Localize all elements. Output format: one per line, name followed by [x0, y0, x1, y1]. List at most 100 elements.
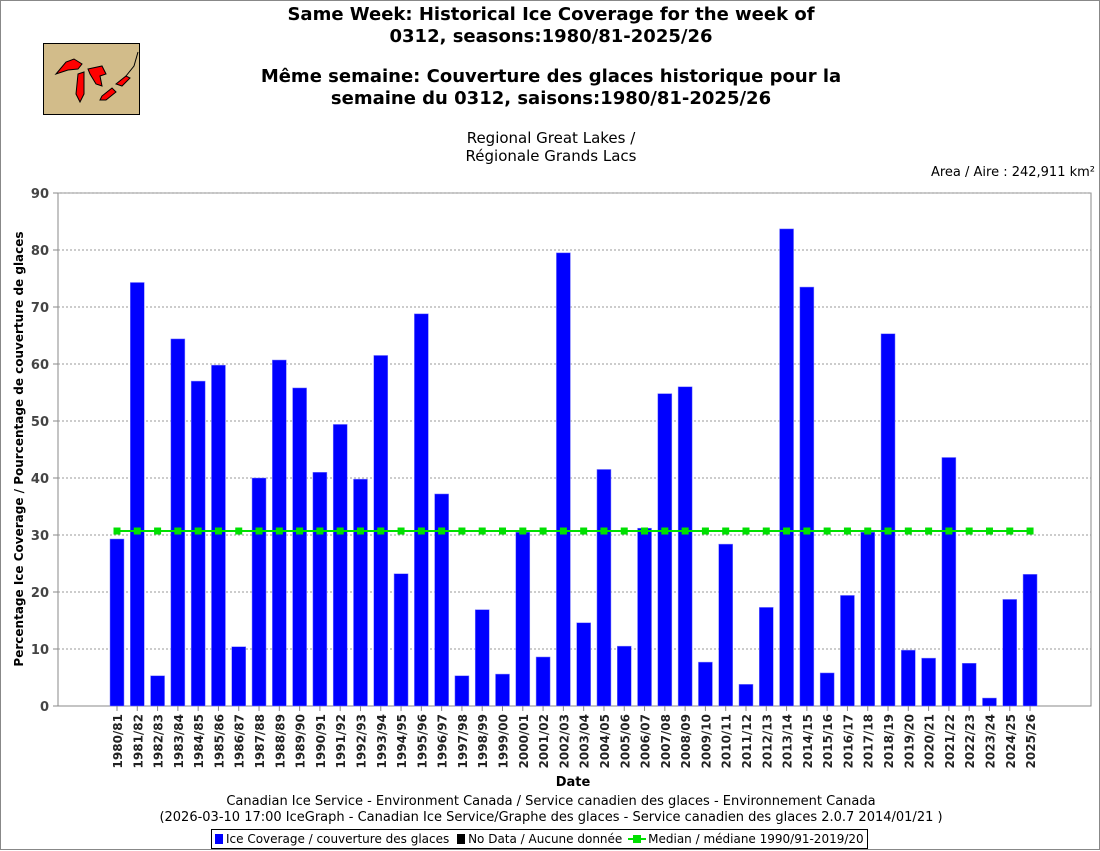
x-tick-label: 1982/83	[152, 714, 166, 768]
bar-2000/01	[515, 531, 531, 707]
median-marker	[600, 527, 608, 535]
y-tick-label: 90	[31, 187, 49, 202]
legend-median: Median / médiane 1990/91-2019/20	[648, 832, 864, 846]
median-marker	[499, 527, 507, 535]
bar-1989/90	[292, 387, 307, 707]
bar-1995/96	[414, 313, 429, 707]
bar-1999/00	[495, 673, 510, 707]
y-tick-label: 40	[31, 472, 49, 487]
bar-2009/10	[698, 661, 713, 707]
bar-1982/83	[150, 675, 165, 707]
median-marker	[864, 527, 872, 535]
bar-2020/21	[921, 657, 936, 707]
median-marker	[377, 527, 385, 535]
bar-2011/12	[738, 684, 754, 707]
median-marker	[133, 527, 141, 535]
median-marker	[194, 527, 202, 535]
bar-2004/05	[596, 469, 612, 707]
legend-nodata: No Data / Aucune donnée	[468, 832, 623, 846]
y-tick-label: 50	[31, 415, 49, 430]
bar-2003/04	[576, 622, 591, 707]
median-marker	[154, 527, 162, 535]
bar-1983/84	[170, 338, 186, 707]
median-marker	[843, 527, 851, 535]
bar-2007/08	[657, 393, 673, 707]
y-tick-label: 70	[31, 301, 49, 316]
bar-2022/23	[961, 663, 977, 707]
region-line1: Regional Great Lakes /	[466, 129, 636, 147]
median-marker	[458, 527, 466, 535]
median-marker	[214, 527, 222, 535]
median-marker	[296, 527, 304, 535]
x-tick-label: 1988/89	[273, 714, 287, 768]
median-marker	[722, 527, 730, 535]
title-en-line2: 0312, seasons:1980/81-2025/26	[389, 26, 713, 47]
x-tick-label: 1987/88	[253, 714, 267, 768]
median-marker	[539, 527, 547, 535]
median-marker	[823, 527, 831, 535]
median-marker	[113, 527, 121, 535]
x-axis-label: Date	[556, 775, 591, 790]
median-marker	[519, 527, 527, 535]
median-marker	[559, 527, 567, 535]
bar-1985/86	[211, 364, 226, 707]
bar-1996/97	[434, 493, 449, 707]
x-tick-label: 1992/93	[354, 714, 368, 768]
title-en-line1: Same Week: Historical Ice Coverage for t…	[287, 4, 815, 25]
x-tick-label: 1985/86	[212, 714, 226, 768]
bar-2012/13	[759, 607, 774, 707]
median-marker	[580, 527, 588, 535]
x-tick-label: 2016/17	[841, 714, 855, 768]
bar-2015/16	[819, 672, 835, 707]
median-marker	[945, 527, 953, 535]
x-tick-label: 1983/84	[172, 714, 186, 768]
x-tick-label: 1998/99	[476, 714, 490, 768]
median-marker	[316, 527, 324, 535]
median-marker	[762, 527, 770, 535]
bar-1994/95	[393, 573, 409, 707]
median-marker	[478, 527, 486, 535]
x-tick-label: 2008/09	[679, 714, 693, 768]
x-tick-label: 1980/81	[111, 714, 125, 768]
footer-line1: Canadian Ice Service - Environment Canad…	[226, 794, 876, 809]
bar-1990/91	[312, 472, 328, 707]
y-tick-label: 10	[31, 643, 49, 658]
footer-line2: (2026-03-10 17:00 IceGraph - Canadian Ic…	[159, 810, 943, 825]
bar-2018/19	[880, 333, 896, 707]
y-axis-label: Percentage Ice Coverage / Pourcentage de…	[12, 231, 26, 666]
bar-2005/06	[617, 645, 632, 707]
x-tick-label: 2011/12	[740, 714, 754, 768]
y-tick-label: 0	[40, 700, 49, 715]
plot-area	[57, 192, 1092, 707]
median-marker	[1006, 527, 1014, 535]
great-lakes-map-icon	[43, 43, 140, 115]
x-tick-label: 1997/98	[456, 714, 470, 768]
x-tick-label: 2020/21	[923, 714, 937, 768]
x-tick-label: 2018/19	[882, 714, 896, 768]
bar-2001/02	[535, 656, 551, 707]
x-tick-label: 1996/97	[436, 714, 450, 768]
x-tick-label: 2012/13	[760, 714, 774, 768]
median-marker	[661, 527, 669, 535]
bar-2019/20	[901, 649, 916, 707]
bar-2006/07	[637, 527, 652, 707]
x-tick-label: 2019/20	[902, 714, 916, 768]
bar-1997/98	[454, 675, 470, 707]
x-tick-label: 1995/96	[415, 714, 429, 768]
x-tick-label: 2006/07	[639, 714, 653, 768]
x-tick-label: 2015/16	[821, 714, 835, 768]
median-marker	[255, 527, 263, 535]
bar-2025/26	[1022, 574, 1038, 707]
y-tick-label: 20	[31, 586, 49, 601]
bar-1986/87	[231, 646, 246, 707]
bar-2013/14	[779, 228, 794, 707]
median-marker	[1026, 527, 1034, 535]
legend-coverage: Ice Coverage / couverture des glaces	[226, 832, 450, 846]
median-marker	[620, 527, 628, 535]
x-tick-label: 1994/95	[395, 714, 409, 768]
title-fr-line1: Même semaine: Couverture des glaces hist…	[260, 66, 842, 87]
median-marker	[925, 527, 933, 535]
x-tick-label: 1984/85	[192, 714, 206, 768]
x-tick-label: 2007/08	[659, 714, 673, 768]
